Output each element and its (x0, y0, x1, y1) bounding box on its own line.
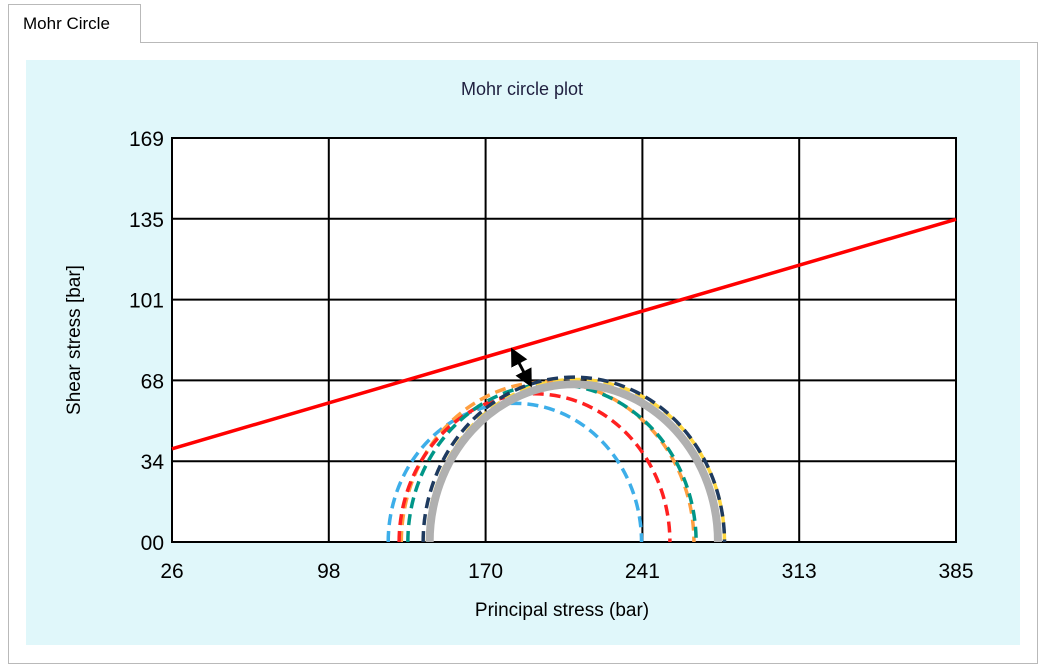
x-tick-label: 313 (782, 560, 817, 583)
mohr-circle (421, 375, 727, 543)
x-tick-label: 385 (938, 560, 973, 583)
y-tick-label: 169 (129, 128, 164, 151)
x-tick-label: 26 (160, 560, 183, 583)
x-axis-label: Principal stress (bar) (475, 600, 649, 621)
y-tick-label: 101 (129, 290, 164, 313)
grid (171, 137, 957, 543)
mohr-circle (406, 382, 698, 543)
chart-title: Mohr circle plot (461, 79, 583, 99)
y-tick-label: 135 (129, 209, 164, 232)
x-tick-label: 241 (625, 560, 660, 583)
mohr-circle (386, 402, 644, 543)
mohr-circle (425, 380, 722, 543)
failure-envelope-layer (171, 217, 957, 451)
distance-arrow (511, 347, 532, 388)
tab-label: Mohr Circle (23, 14, 110, 33)
plot-frame (171, 137, 957, 543)
tab-mohr-circle[interactable]: Mohr Circle (8, 4, 141, 43)
mohr-circles (386, 375, 727, 543)
axis-ticks: 26 98 170 241 313 385 00 34 68 101 135 169 (129, 128, 974, 583)
y-tick-label: 00 (141, 532, 164, 555)
y-axis-label: Shear stress [bar] (64, 265, 85, 415)
y-tick-label: 34 (141, 451, 165, 474)
x-tick-label: 170 (468, 560, 503, 583)
x-tick-label: 98 (317, 560, 340, 583)
y-tick-label: 68 (141, 370, 164, 393)
failure-envelope-line (171, 217, 957, 451)
